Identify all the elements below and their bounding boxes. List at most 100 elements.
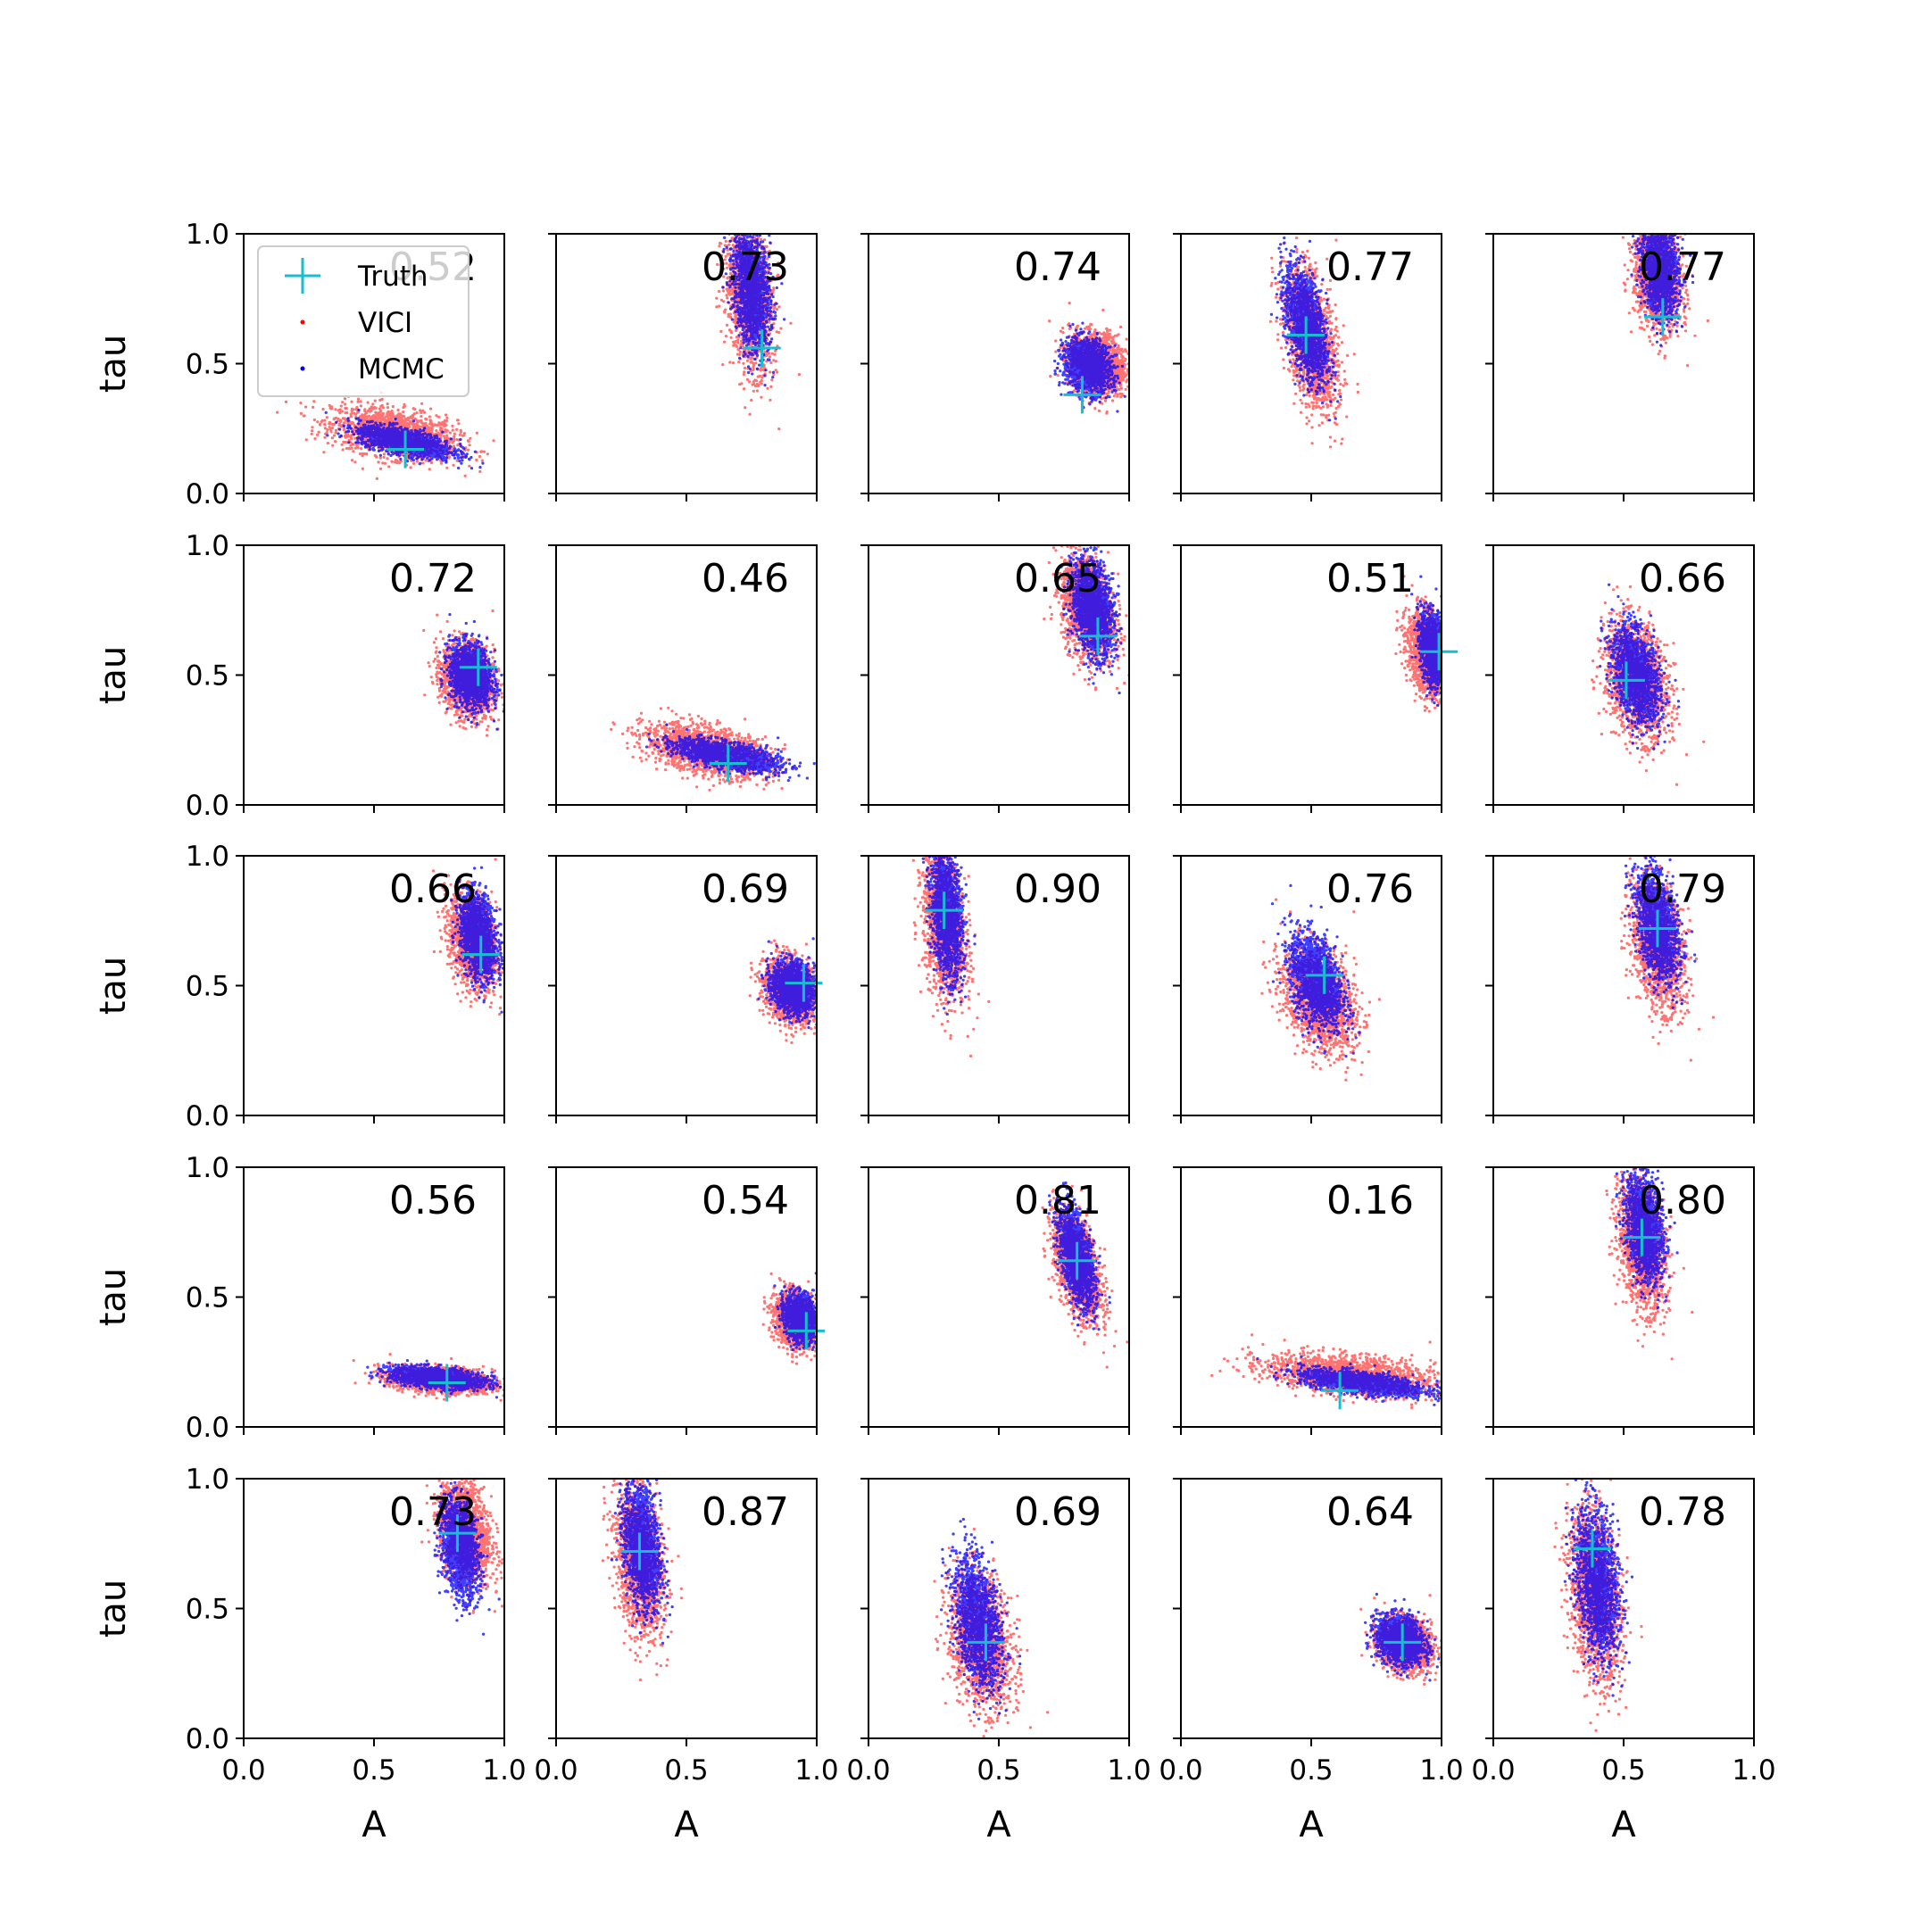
y-tick-label: 1.0 [186,530,229,562]
legend-item-vici: VICI [300,307,412,339]
y-tick-label: 0.0 [186,478,229,510]
vici-samples [933,1527,1050,1738]
panel-points [1260,883,1381,1082]
mcmc-samples [1053,321,1126,413]
panel-9: 0.51 [1173,544,1458,813]
mcmc-samples [366,1359,503,1399]
x-tick-label: 1.0 [1107,1754,1151,1787]
panel-value-label: 0.78 [1639,1489,1726,1535]
y-axis-label: tau [93,957,134,1016]
x-tick-label: 1.0 [482,1754,526,1787]
panel-points [1043,545,1129,695]
mcmc-samples [721,234,786,387]
panel-18: 0.81 [860,1166,1130,1435]
x-axis-label: A [1299,1804,1324,1845]
panel-value-label: 0.80 [1639,1178,1726,1223]
x-tick-label: 1.0 [1419,1754,1463,1787]
panel-12: 0.69 [548,855,823,1124]
panel-points [610,706,816,792]
x-tick-label: 0.5 [352,1754,395,1787]
panel-points [1605,1167,1694,1361]
panel-7: 0.46 [548,544,818,813]
y-tick-label: 0.5 [186,660,229,692]
panel-value-label: 0.66 [1639,556,1726,601]
panel-15: 0.79 [1485,855,1755,1124]
panel-points [276,391,495,480]
panel-value-label: 0.65 [1014,556,1101,601]
mcmc-samples [1060,545,1123,695]
panel-value-label: 0.69 [702,866,789,912]
mcmc-samples [1599,583,1681,750]
panel-value-label: 0.79 [1639,866,1726,912]
panel-points [933,1517,1050,1738]
mcmc-samples [610,1479,674,1645]
mcmc-samples [1364,1592,1441,1682]
panel-17: 0.54 [548,1166,826,1435]
x-tick-label: 0.5 [976,1754,1020,1787]
legend-item-truth: Truth [285,258,428,294]
panel-points [422,609,504,737]
panel-value-label: 0.72 [389,556,477,601]
mcmc-samples [1630,234,1695,347]
y-tick-label: 1.0 [186,841,229,873]
y-tick-label: 0.5 [186,1282,229,1314]
mcmc-samples [1563,1479,1634,1697]
panel-24: 0.0 0.5 1.0 A 0.64 [1159,1478,1464,1845]
legend-item-mcmc: MCMC [300,353,445,386]
y-tick-label: 0.5 [186,971,229,1003]
panel-23: 0.0 0.5 1.0 A 0.69 [846,1478,1151,1845]
y-tick-label: 0.5 [186,1594,229,1626]
panel-value-label: 0.56 [389,1178,477,1223]
y-axis-label: tau [93,1580,134,1638]
panel-value-label: 0.81 [1014,1178,1101,1223]
panel-points [761,1272,817,1365]
panel-value-label: 0.54 [702,1178,789,1223]
panel-points [1048,302,1129,415]
x-axis-label: A [362,1804,386,1845]
panel-points [1041,1181,1129,1369]
x-tick-label: 0.0 [1159,1754,1202,1787]
panel-points [601,1479,684,1682]
panel-value-label: 0.77 [1639,245,1726,290]
y-tick-label: 0.5 [186,349,229,381]
panel-value-label: 0.76 [1326,866,1414,912]
y-tick-label: 0.0 [186,1412,229,1444]
x-axis-label: A [674,1804,699,1845]
legend: Truth VICI MCMC [257,245,470,397]
y-tick-label: 0.0 [186,1723,229,1755]
legend-label: VICI [358,307,412,339]
y-axis-label: tau [93,1268,134,1327]
panel-11: 0.0 0.5 1.0 tau 0.66 [93,841,505,1132]
panel-points [1619,856,1716,1062]
mcmc-samples [940,1517,1022,1721]
x-tick-label: 1.0 [1732,1754,1775,1787]
x-tick-label: 0.5 [1289,1754,1333,1787]
x-tick-label: 0.0 [534,1754,578,1787]
panel-16: 0.0 0.5 1.0 tau 0.56 [93,1152,505,1444]
panel-value-label: 0.46 [702,556,789,601]
x-tick-label: 0.0 [221,1754,265,1787]
panel-points [1553,1479,1643,1732]
panel-value-label: 0.87 [702,1489,789,1535]
panel-points [352,1353,504,1402]
panel-value-label: 0.69 [1014,1489,1101,1535]
legend-label: Truth [357,261,428,293]
y-tick-label: 1.0 [186,1152,229,1184]
panel-10: 0.66 [1485,544,1755,813]
panel-points [1359,1592,1442,1686]
x-tick-label: 1.0 [794,1754,838,1787]
panel-5: 0.77 [1485,233,1755,502]
y-axis-label: tau [93,646,134,705]
panel-points [1621,234,1709,368]
panel-points [420,1479,504,1636]
y-tick-label: 0.0 [186,1100,229,1132]
y-tick-label: 1.0 [186,219,229,251]
panel-points [712,234,802,431]
panel-points [748,937,817,1044]
x-axis-label: A [1611,1804,1636,1845]
mcmc-samples [1614,1167,1679,1309]
x-tick-label: 0.0 [1471,1754,1515,1787]
legend-frame [257,245,470,397]
y-tick-label: 1.0 [186,1464,229,1496]
